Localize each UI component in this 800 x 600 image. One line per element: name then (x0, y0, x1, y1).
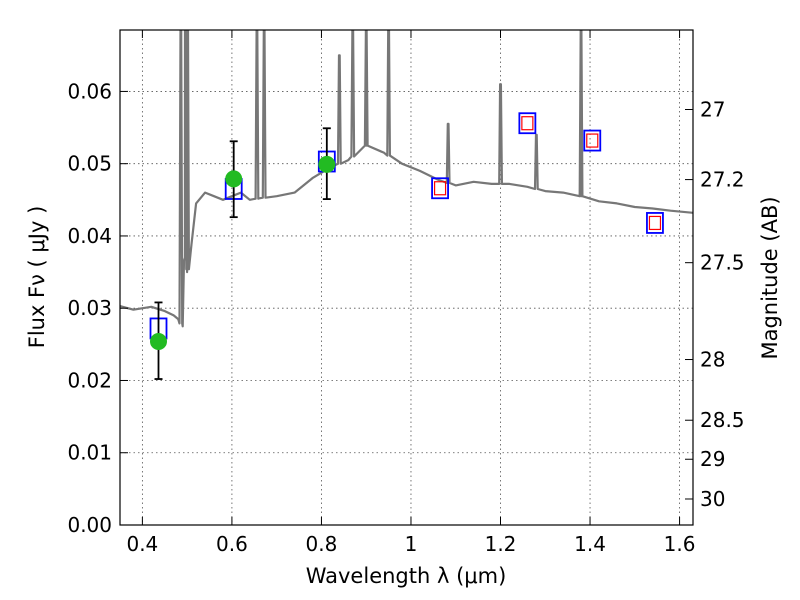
x-tick-label: 0.6 (216, 532, 248, 556)
plot-frame (119, 29, 694, 526)
upper-limit-box (586, 133, 599, 148)
model-flux-box (431, 177, 449, 200)
y2-tick-label: 27.2 (700, 168, 745, 192)
x-tick-label: 1.4 (574, 532, 606, 556)
x-tick-label: 0.4 (126, 532, 158, 556)
upper-limit-box (648, 215, 662, 231)
y2-tick-label: 27 (700, 97, 725, 121)
y-tick-label: 0.04 (67, 224, 112, 248)
photometry-points (149, 112, 664, 380)
x-tick-label: 1.6 (664, 532, 696, 556)
y-tick-label: 0.03 (67, 296, 112, 320)
y-tick-label: 0.06 (67, 79, 112, 103)
y2-tick-label: 29 (700, 447, 725, 471)
upper-limit-box (521, 116, 534, 131)
y2-tick-label: 27.5 (700, 251, 745, 275)
y-axis-title: Flux Fν ( μJy ) (25, 206, 49, 349)
observed-flux-point (318, 155, 336, 173)
upper-limit-box (433, 181, 447, 196)
grid-lines (120, 30, 693, 526)
x-tick-label: 1 (405, 532, 418, 556)
y2-tick-label: 28 (700, 348, 725, 372)
y2-tick-label: 30 (700, 487, 725, 511)
model-spectrum-line (120, 30, 693, 328)
axis-ticks: 0.4 0.6 0.8 1 1.2 1.4 1.6 0.00 0.01 0.02 0.03 0.04 0… (67, 30, 745, 556)
y-tick-label: 0.00 (67, 513, 112, 537)
y2-tick-label: 28.5 (700, 408, 745, 432)
observed-flux-point (225, 170, 243, 188)
x-tick-label: 1.2 (485, 532, 517, 556)
observed-flux-point (149, 332, 167, 350)
model-flux-box (583, 129, 602, 152)
y2-axis-title: Magnitude (AB) (758, 196, 782, 359)
y-tick-label: 0.02 (67, 368, 112, 392)
spectrum-path (120, 30, 693, 328)
x-axis-title: Wavelength λ (μm) (306, 564, 507, 588)
y-tick-label: 0.05 (67, 152, 112, 176)
model-flux-box (518, 112, 537, 135)
x-tick-label: 0.8 (306, 532, 338, 556)
model-flux-box (646, 212, 664, 234)
y-tick-label: 0.01 (67, 441, 112, 465)
